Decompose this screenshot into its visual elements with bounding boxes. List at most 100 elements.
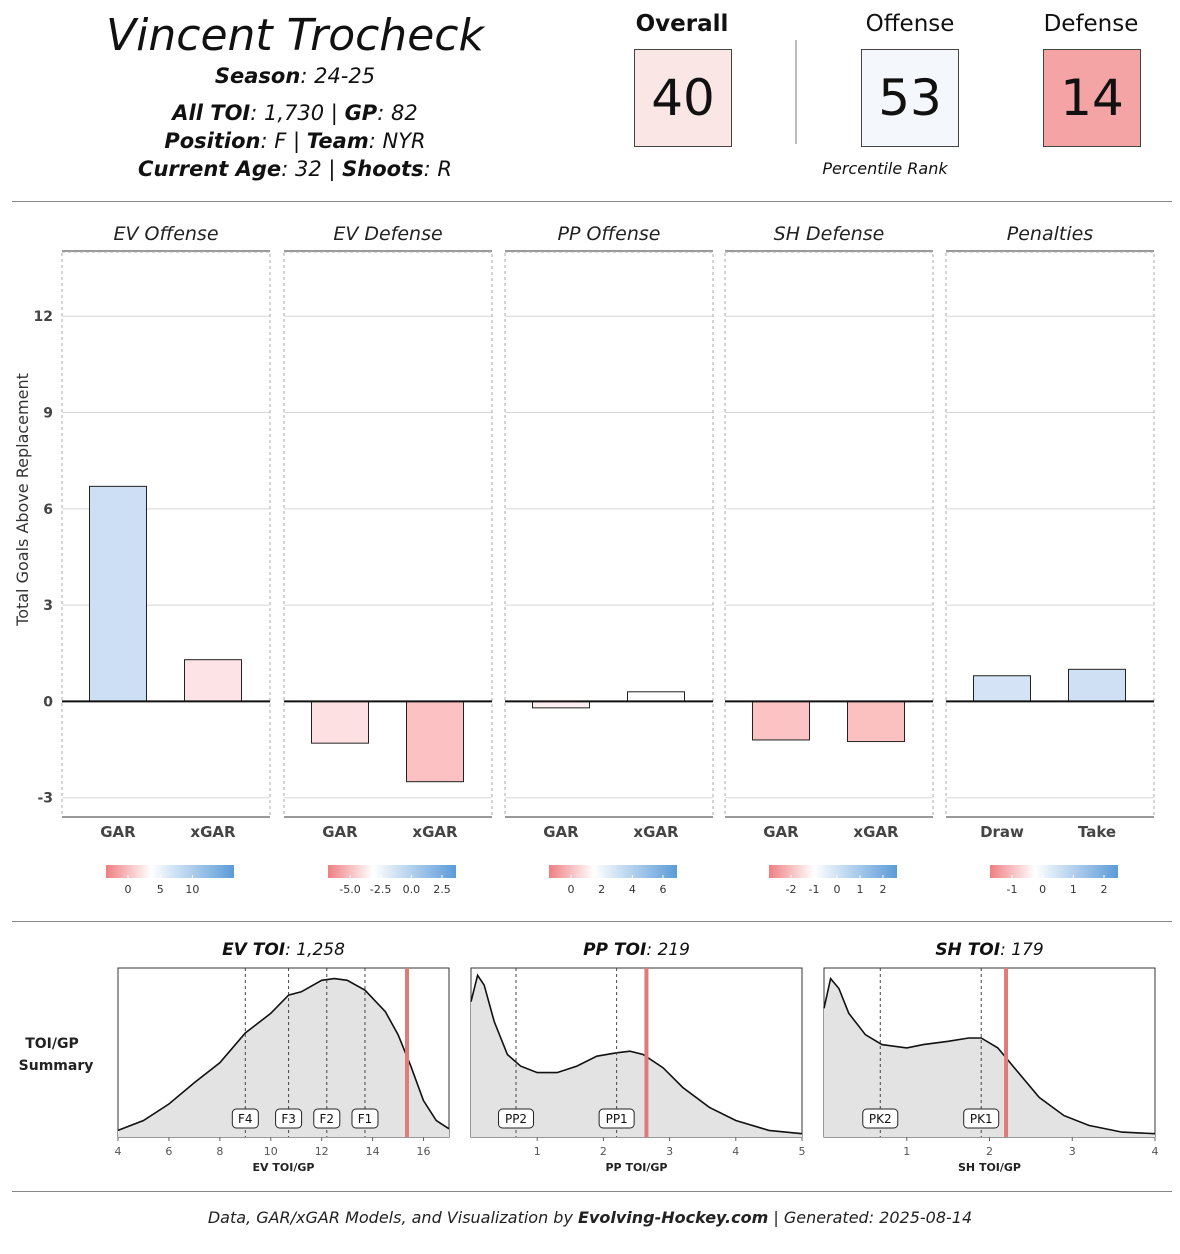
x-tick-label: 10 (264, 1145, 278, 1158)
footer-suffix: | Generated: 2025-08-14 (773, 1208, 973, 1227)
x-tick-label: 2 (600, 1145, 607, 1158)
legend-tick-label: 0.0 (403, 883, 421, 896)
y-tick-label: -3 (37, 791, 53, 807)
age-value: 32 (294, 157, 322, 181)
x-tick-label: 4 (1152, 1145, 1159, 1158)
x-tick-label: GAR (543, 823, 579, 841)
x-tick-label: 5 (799, 1145, 806, 1158)
legend-tick-label: -2 (786, 883, 797, 896)
legend-colorbar (328, 865, 456, 878)
line-marker-label: F3 (281, 1112, 296, 1126)
x-axis-title: SH TOI/GP (958, 1161, 1021, 1174)
line-marker-box (498, 1108, 535, 1129)
offense-label: Offense (865, 11, 955, 37)
position-label: Position (164, 129, 261, 153)
density-line (470, 973, 803, 1135)
bar (311, 700, 369, 744)
toi-title-value: : 179 (1000, 940, 1044, 960)
panel-title: Penalties (1007, 223, 1094, 245)
x-tick-label: 1 (903, 1145, 910, 1158)
season-line: Season: 24-25 (214, 64, 376, 88)
density-line (117, 977, 450, 1132)
footer-credit: Data, GAR/xGAR Models, and Visualization… (0, 1208, 1180, 1227)
gar-bar-chart: Total Goals Above Replacement129630-3EV … (13, 223, 1155, 896)
position-team-line: Position: F | Team: NYR (164, 129, 426, 153)
x-tick-label: Take (1078, 823, 1116, 841)
density-area (118, 978, 449, 1137)
line-marker-box (351, 1108, 379, 1129)
percentile-divider (795, 40, 797, 144)
legend-tick-label: 10 (185, 883, 199, 896)
legend-tick-label: 0 (568, 883, 575, 896)
age-label: Current Age (138, 157, 282, 181)
x-tick-label: 3 (666, 1145, 673, 1158)
x-tick-label: xGAR (190, 823, 236, 841)
y-tick-label: 3 (43, 598, 53, 614)
x-tick-label: 2 (986, 1145, 993, 1158)
legend-tick-label: 2.5 (433, 883, 451, 896)
line-marker-box (862, 1108, 899, 1129)
legend-tick-label: 1 (1070, 883, 1077, 896)
bar (973, 675, 1031, 702)
legend-colorbar (106, 865, 234, 878)
x-tick-label: 8 (216, 1145, 223, 1158)
x-axis-title: EV TOI/GP (253, 1161, 315, 1174)
y-tick-label: 0 (43, 694, 53, 710)
legend-colorbar (549, 865, 677, 878)
defense-label: Defense (1043, 11, 1139, 37)
defense-percentile-box: 14 (1043, 49, 1141, 147)
legend-tick-label: -2.5 (370, 883, 391, 896)
y-tick-label: 6 (43, 502, 53, 518)
panel-title: PP Offense (558, 223, 661, 245)
shoots-label: Shoots (342, 157, 424, 181)
line-marker-label: PP1 (606, 1112, 628, 1126)
toi-density-chart: TOI/GP Summary EV TOI: 1,258 F4 F3 F2 F1 4 6 8 10 1… (19, 940, 1159, 1174)
footer-brand: Evolving-Hockey.com (578, 1208, 769, 1227)
toi-label: All TOI (172, 101, 251, 125)
toi-panel-title: SH TOI: 179 (935, 940, 1043, 960)
x-tick-label: GAR (322, 823, 358, 841)
gp-label: GP (344, 101, 378, 125)
line-marker-box (275, 1108, 303, 1129)
gp-value: 82 (390, 101, 418, 125)
x-tick-label: 12 (315, 1145, 329, 1158)
line-marker-box (231, 1108, 259, 1129)
line-marker-label: F1 (358, 1112, 373, 1126)
toi-title-label: SH TOI (935, 940, 1000, 960)
legend-tick-label: 2 (598, 883, 605, 896)
line-marker-box (963, 1108, 1000, 1129)
toi-title-label: EV TOI (222, 940, 285, 960)
bar (89, 485, 147, 702)
panel-border (945, 251, 1155, 818)
row-label: TOI/GP (25, 1036, 79, 1052)
x-tick-label: 3 (1069, 1145, 1076, 1158)
legend-tick-label: -5.0 (339, 883, 360, 896)
defense-value: 14 (1060, 69, 1124, 127)
legend-tick-label: 0 (125, 883, 132, 896)
shoots-value: R (437, 157, 452, 181)
line-marker-box (313, 1108, 341, 1129)
y-axis-title: Total Goals Above Replacement (13, 373, 32, 627)
x-tick-label: xGAR (853, 823, 899, 841)
x-tick-label: 4 (732, 1145, 739, 1158)
season-value: 24-25 (314, 64, 376, 88)
legend-tick-label: -1 (809, 883, 820, 896)
footer-prefix: Data, GAR/xGAR Models, and Visualization… (207, 1208, 573, 1227)
x-tick-label: 1 (534, 1145, 541, 1158)
overall-label: Overall (635, 11, 729, 37)
offense-value: 53 (878, 69, 942, 127)
legend-tick-label: 0 (1039, 883, 1046, 896)
row-label: Summary (19, 1058, 94, 1074)
position-value: F (274, 129, 287, 153)
x-tick-label: xGAR (412, 823, 458, 841)
legend-tick-label: 1 (857, 883, 864, 896)
team-value: NYR (382, 129, 426, 153)
y-tick-label: 9 (43, 406, 53, 422)
line-marker-label: PK1 (970, 1112, 993, 1126)
x-tick-label: GAR (100, 823, 136, 841)
bar (1068, 668, 1126, 702)
line-marker-box (598, 1108, 635, 1129)
offense-percentile-box: 53 (861, 49, 959, 147)
footer-divider (12, 1191, 1172, 1192)
toi-panel-title: PP TOI: 219 (583, 940, 690, 960)
